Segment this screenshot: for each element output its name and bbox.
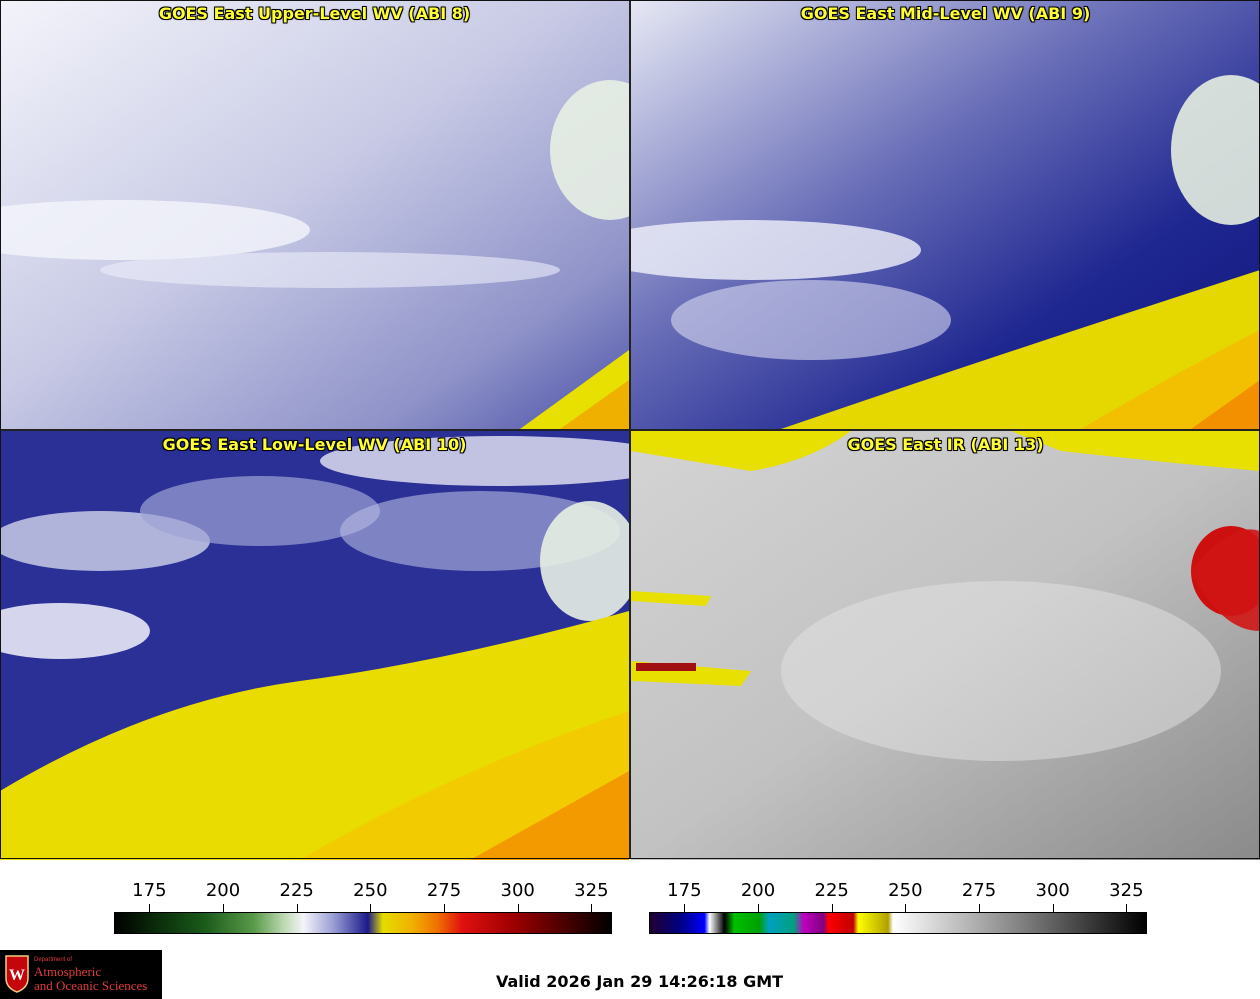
ir-colorbar-tick xyxy=(758,904,760,912)
wv-colorbar-gradient xyxy=(114,912,612,934)
wv-colorbar-tick-label: 175 xyxy=(132,880,167,901)
wv-colorbar-tick xyxy=(370,904,372,912)
ir-colorbar-tick-label: 275 xyxy=(961,880,997,901)
uw-shield-icon: W xyxy=(5,955,29,993)
ir-colorbar-tick-label: 200 xyxy=(740,880,776,901)
wv-colorbar-tick-label: 225 xyxy=(279,880,314,901)
panel-title: GOES East Mid-Level WV (ABI 9) xyxy=(800,4,1091,23)
wv-colorbar-tick xyxy=(517,904,519,912)
mid-wv-map xyxy=(631,0,1260,429)
valid-time: Valid 2026 Jan 29 14:26:18 GMT xyxy=(496,972,784,991)
wv-colorbar: 175 200 225 250 275 300 325 xyxy=(114,880,612,940)
ir-colorbar-gradient xyxy=(649,912,1147,934)
ir-map xyxy=(631,431,1260,860)
panel-low-level-wv: GOES East Low-Level WV (ABI 10) xyxy=(0,431,629,860)
low-wv-map xyxy=(0,431,629,860)
wv-colorbar-tick xyxy=(223,904,225,912)
ir-colorbar-tick xyxy=(979,904,981,912)
panel-ir: GOES East IR (ABI 13) xyxy=(631,431,1260,860)
wv-colorbar-tick xyxy=(296,904,298,912)
ir-colorbar-tick-label: 250 xyxy=(888,880,923,901)
ir-colorbar-tick-label: 325 xyxy=(1109,880,1144,901)
wv-colorbar-tick xyxy=(444,904,446,912)
panel-divider-horizontal xyxy=(0,429,1260,431)
logo-line-2: and Oceanic Sciences xyxy=(34,978,148,993)
ir-colorbar-tick-label: 225 xyxy=(814,880,849,901)
panel-title: GOES East IR (ABI 13) xyxy=(847,435,1044,454)
logo-line-1: Atmospheric xyxy=(34,964,102,979)
wv-colorbar-tick-label: 250 xyxy=(353,880,388,901)
logo-dept-text: Department of xyxy=(34,957,73,963)
panel-title: GOES East Upper-Level WV (ABI 8) xyxy=(158,4,471,23)
ir-colorbar-tick xyxy=(1052,904,1054,912)
wv-colorbar-tick-label: 275 xyxy=(426,880,462,901)
ir-colorbar: 175 200 225 250 275 300 325 xyxy=(649,880,1147,940)
ir-colorbar-tick xyxy=(905,904,907,912)
ir-colorbar-tick-label: 300 xyxy=(1035,880,1070,901)
aos-logo: W Department of Atmospheric and Oceanic … xyxy=(0,950,162,999)
panel-upper-level-wv: GOES East Upper-Level WV (ABI 8) xyxy=(0,0,629,429)
ir-colorbar-tick-label: 175 xyxy=(667,880,702,901)
wv-colorbar-tick-label: 325 xyxy=(574,880,609,901)
ir-colorbar-tick xyxy=(831,904,833,912)
wv-colorbar-tick xyxy=(149,904,151,912)
svg-text:W: W xyxy=(9,967,25,984)
panel-title: GOES East Low-Level WV (ABI 10) xyxy=(162,435,467,454)
upper-wv-map xyxy=(0,0,629,429)
panel-mid-level-wv: GOES East Mid-Level WV (ABI 9) xyxy=(631,0,1260,429)
wv-colorbar-tick-label: 200 xyxy=(205,880,241,901)
ir-colorbar-tick xyxy=(684,904,686,912)
wv-colorbar-tick xyxy=(591,904,593,912)
ir-colorbar-tick xyxy=(1126,904,1128,912)
wv-colorbar-tick-label: 300 xyxy=(500,880,535,901)
